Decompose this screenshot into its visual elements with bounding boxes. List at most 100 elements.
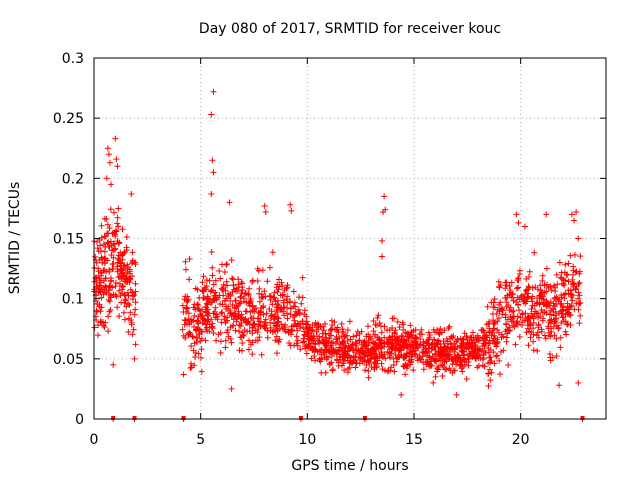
data-point bbox=[417, 336, 424, 343]
data-point bbox=[184, 305, 191, 312]
outlier-point bbox=[208, 190, 215, 197]
outlier-point bbox=[571, 217, 577, 224]
data-point bbox=[125, 300, 132, 307]
data-point bbox=[111, 241, 118, 248]
data-point bbox=[435, 363, 442, 370]
data-point bbox=[239, 340, 246, 347]
data-point bbox=[469, 329, 476, 336]
data-point bbox=[495, 314, 502, 321]
data-point bbox=[538, 290, 545, 297]
data-point bbox=[322, 369, 329, 376]
data-point bbox=[362, 343, 369, 350]
data-point bbox=[571, 306, 578, 313]
data-point bbox=[208, 299, 215, 306]
data-point bbox=[270, 316, 277, 323]
data-point bbox=[566, 303, 573, 310]
data-point bbox=[490, 299, 497, 306]
data-point bbox=[284, 304, 291, 311]
outlier-point bbox=[379, 253, 385, 260]
data-point bbox=[104, 221, 111, 228]
data-point bbox=[249, 339, 256, 346]
data-point bbox=[506, 283, 513, 290]
data-point bbox=[194, 317, 201, 324]
data-point bbox=[510, 297, 517, 304]
data-point bbox=[461, 344, 468, 351]
data-point bbox=[228, 339, 235, 346]
data-point bbox=[432, 329, 439, 336]
outlier-point bbox=[228, 385, 235, 392]
data-point bbox=[464, 339, 471, 346]
data-point bbox=[271, 315, 278, 322]
data-point bbox=[435, 349, 442, 356]
data-point bbox=[487, 359, 494, 366]
data-point bbox=[272, 337, 279, 344]
data-point bbox=[274, 297, 281, 304]
data-point bbox=[194, 334, 201, 341]
data-point bbox=[562, 261, 569, 268]
data-point bbox=[312, 340, 319, 347]
data-point bbox=[183, 304, 190, 311]
data-point bbox=[496, 284, 503, 291]
data-point bbox=[417, 330, 424, 337]
data-point bbox=[437, 344, 444, 351]
data-point bbox=[220, 286, 227, 293]
data-point bbox=[413, 341, 420, 348]
data-point bbox=[216, 267, 223, 274]
data-point bbox=[484, 303, 491, 310]
data-point bbox=[386, 349, 393, 356]
data-point bbox=[519, 321, 526, 328]
data-point bbox=[553, 271, 560, 278]
outlier-point bbox=[103, 175, 110, 182]
data-point bbox=[109, 284, 116, 291]
data-point bbox=[551, 319, 558, 326]
data-point bbox=[187, 365, 194, 372]
data-point bbox=[428, 362, 435, 369]
outlier-point bbox=[104, 145, 111, 152]
data-point bbox=[504, 327, 511, 334]
data-point bbox=[245, 346, 252, 353]
data-point bbox=[411, 350, 418, 357]
data-point bbox=[493, 353, 500, 360]
data-point bbox=[363, 361, 370, 368]
data-point bbox=[323, 346, 330, 353]
outlier-point bbox=[430, 379, 437, 386]
data-point bbox=[246, 337, 253, 344]
data-point bbox=[498, 334, 505, 341]
data-point bbox=[260, 311, 267, 318]
data-point bbox=[93, 259, 100, 266]
data-point bbox=[538, 326, 545, 333]
outlier-point bbox=[568, 211, 575, 218]
data-point bbox=[370, 318, 377, 325]
data-point bbox=[239, 329, 246, 336]
data-point bbox=[97, 242, 104, 249]
data-point bbox=[218, 338, 225, 345]
outlier-point bbox=[288, 207, 295, 214]
data-point bbox=[217, 349, 224, 356]
data-point bbox=[476, 335, 483, 342]
data-point bbox=[188, 360, 195, 367]
data-point bbox=[530, 331, 537, 338]
data-point bbox=[401, 354, 408, 361]
data-point bbox=[576, 320, 583, 327]
outlier-point bbox=[573, 209, 580, 216]
data-point bbox=[217, 301, 224, 308]
data-point bbox=[564, 310, 571, 317]
data-point bbox=[365, 367, 372, 374]
data-point bbox=[346, 318, 353, 325]
outlier-point bbox=[132, 341, 139, 348]
data-point bbox=[256, 298, 263, 305]
data-point bbox=[420, 342, 427, 349]
y-axis-label: SRMTID / TECUs bbox=[7, 182, 23, 295]
data-point bbox=[365, 351, 372, 358]
data-point bbox=[294, 327, 301, 334]
y-tick-label: 0.05 bbox=[53, 352, 84, 368]
data-point bbox=[475, 362, 482, 369]
data-point bbox=[256, 318, 263, 325]
data-point bbox=[507, 287, 514, 294]
data-point bbox=[257, 322, 264, 329]
data-point bbox=[482, 339, 489, 346]
data-point bbox=[114, 238, 121, 245]
data-point bbox=[408, 353, 415, 360]
data-point bbox=[557, 344, 564, 351]
data-point bbox=[425, 329, 432, 336]
